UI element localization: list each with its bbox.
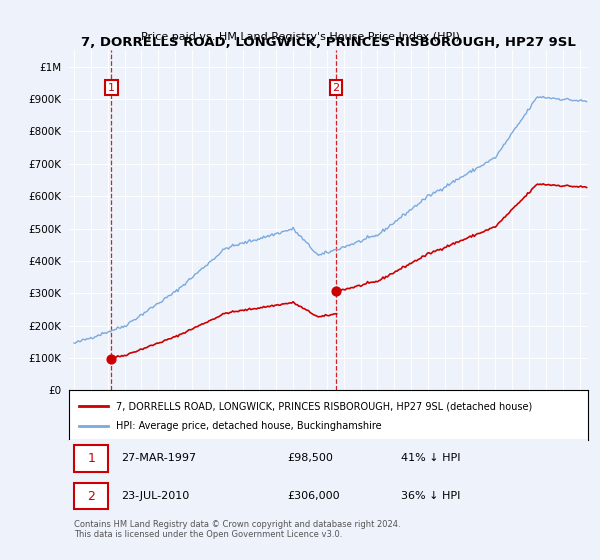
Text: 1: 1 (108, 83, 115, 92)
FancyBboxPatch shape (74, 483, 108, 509)
Text: 1: 1 (88, 452, 95, 465)
Text: Contains HM Land Registry data © Crown copyright and database right 2024.
This d: Contains HM Land Registry data © Crown c… (74, 520, 401, 539)
Text: 2: 2 (332, 83, 340, 92)
Point (331, 287, 341, 296)
Text: HPI: Average price, detached house, Buckinghamshire: HPI: Average price, detached house, Buck… (116, 421, 382, 431)
FancyBboxPatch shape (74, 445, 108, 472)
Text: £306,000: £306,000 (287, 491, 340, 501)
Text: Price paid vs. HM Land Registry's House Price Index (HPI): Price paid vs. HM Land Registry's House … (140, 32, 460, 43)
Text: 2: 2 (88, 489, 95, 502)
Text: 23-JUL-2010: 23-JUL-2010 (121, 491, 189, 501)
Point (106, 354, 116, 363)
Text: 7, DORRELLS ROAD, LONGWICK, PRINCES RISBOROUGH, HP27 9SL (detached house): 7, DORRELLS ROAD, LONGWICK, PRINCES RISB… (116, 401, 532, 411)
Text: 36% ↓ HPI: 36% ↓ HPI (401, 491, 461, 501)
Title: 7, DORRELLS ROAD, LONGWICK, PRINCES RISBOROUGH, HP27 9SL: 7, DORRELLS ROAD, LONGWICK, PRINCES RISB… (81, 36, 576, 49)
Text: 27-MAR-1997: 27-MAR-1997 (121, 454, 196, 464)
Text: £98,500: £98,500 (287, 454, 333, 464)
Text: 41% ↓ HPI: 41% ↓ HPI (401, 454, 461, 464)
